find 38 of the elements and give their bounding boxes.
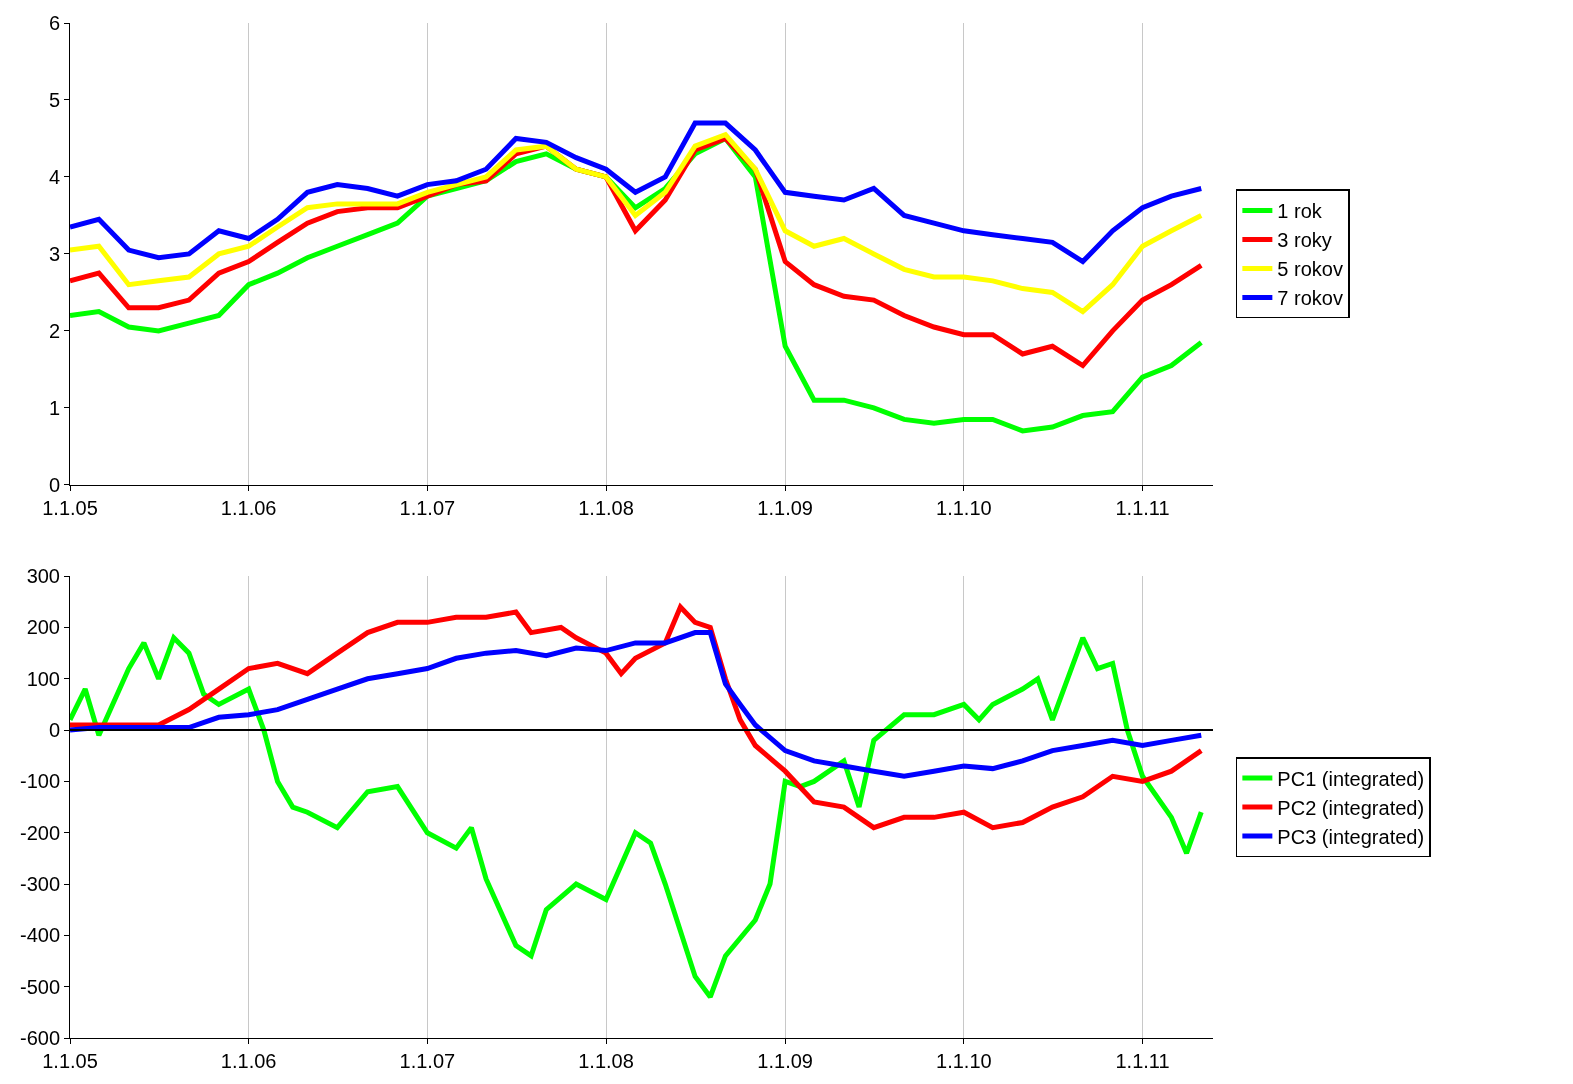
y-tick-label: -200 — [19, 821, 60, 844]
x-tick-label: 1.1.10 — [936, 1050, 992, 1072]
x-tick-label: 1.1.11 — [1115, 1050, 1170, 1072]
x-tick-label: 1.1.06 — [220, 496, 277, 519]
y-tick-label: 4 — [48, 165, 60, 188]
legend-label: PC3 (integrated) — [1277, 825, 1425, 848]
y-tick-label: 3 — [48, 242, 60, 265]
x-tick-label: 1.1.08 — [578, 496, 634, 519]
y-tick-label: 200 — [26, 616, 60, 639]
legend-label: 7 rokov — [1277, 287, 1343, 310]
x-tick-label: 1.1.08 — [578, 1050, 634, 1072]
x-tick-label: 1.1.09 — [757, 1050, 813, 1072]
y-tick-label: 0 — [48, 719, 60, 742]
x-tick-label: 1.1.07 — [399, 496, 456, 519]
y-tick-label: 1 — [48, 396, 60, 419]
legend-label: 5 rokov — [1277, 258, 1343, 281]
y-tick-label: 300 — [26, 565, 60, 588]
x-tick-label: 1.1.11 — [1115, 496, 1170, 519]
y-tick-label: -600 — [19, 1027, 60, 1050]
x-tick-label: 1.1.09 — [757, 496, 813, 519]
y-tick-label: 2 — [48, 319, 60, 342]
y-tick-label: 0 — [48, 473, 60, 496]
x-tick-label: 1.1.10 — [936, 496, 992, 519]
x-tick-label: 1.1.05 — [42, 1050, 98, 1072]
legend-label: PC2 (integrated) — [1277, 796, 1425, 819]
y-tick-label: -300 — [19, 873, 60, 896]
y-tick-label: -400 — [19, 924, 60, 947]
y-tick-label: 6 — [48, 12, 60, 34]
legend-label: 3 roky — [1277, 229, 1332, 252]
legend-label: 1 rok — [1277, 200, 1323, 223]
y-tick-label: -100 — [19, 770, 60, 793]
y-tick-label: 100 — [26, 667, 60, 690]
y-tick-label: 5 — [48, 88, 60, 111]
y-tick-label: -500 — [19, 975, 60, 998]
legend-label: PC1 (integrated) — [1277, 767, 1425, 790]
x-tick-label: 1.1.05 — [42, 496, 98, 519]
x-tick-label: 1.1.07 — [399, 1050, 456, 1072]
x-tick-label: 1.1.06 — [220, 1050, 277, 1072]
